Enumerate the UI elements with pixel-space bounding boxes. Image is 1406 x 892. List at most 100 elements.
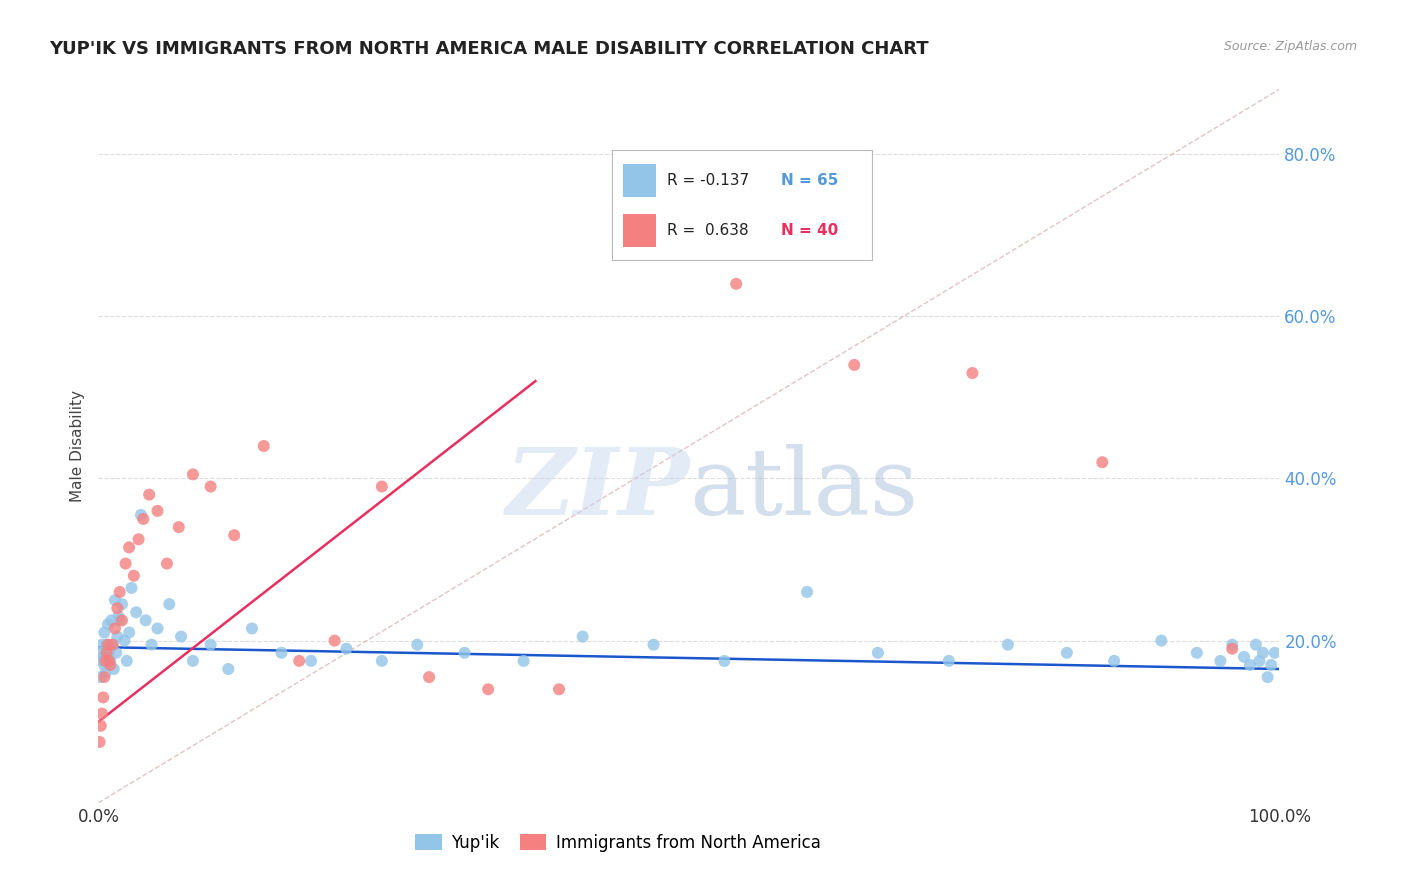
Point [512,654,534,668]
Point [96,654,118,668]
Point [181,654,204,668]
Point [98,657,121,672]
Point [167,520,190,534]
Point [1260,657,1282,672]
Point [105,601,128,615]
Point [97,638,120,652]
Point [108,585,131,599]
Point [240,622,263,636]
Point [796,585,818,599]
Point [121,581,143,595]
Point [1257,670,1279,684]
Point [997,638,1019,652]
Point [288,654,311,668]
Legend: Yup'ik, Immigrants from North America: Yup'ik, Immigrants from North America [408,828,828,859]
Point [323,633,346,648]
Point [1220,641,1243,656]
Text: Source: ZipAtlas.com: Source: ZipAtlas.com [1223,40,1357,54]
Point [1091,455,1114,469]
Point [866,646,889,660]
Point [1233,649,1256,664]
Point [111,597,134,611]
Point [1239,657,1261,672]
Point [299,654,322,668]
Point [118,541,141,555]
Point [107,609,129,624]
Point [643,638,665,652]
Point [97,617,120,632]
Point [270,646,292,660]
Point [141,638,163,652]
Point [104,593,127,607]
Point [94,666,117,681]
Point [371,479,394,493]
Point [1251,646,1274,660]
Point [157,597,180,611]
Point [571,630,593,644]
Point [1102,654,1125,668]
Point [1185,646,1208,660]
Point [118,625,141,640]
Point [90,670,112,684]
Point [93,657,115,672]
Point [1209,654,1232,668]
Point [962,366,984,380]
Point [112,633,135,648]
Text: ZIP: ZIP [505,444,689,533]
Point [135,613,157,627]
Point [103,662,125,676]
Point [91,654,114,668]
Point [200,638,222,652]
Point [170,630,193,644]
Point [938,654,960,668]
Point [114,557,136,571]
Point [91,638,114,652]
Point [630,244,652,259]
Point [253,439,276,453]
Point [156,557,179,571]
Point [217,662,239,676]
Point [98,654,121,668]
Point [96,646,118,660]
Point [224,528,246,542]
Point [115,654,138,668]
Point [105,630,128,644]
Text: atlas: atlas [689,444,918,533]
Point [335,641,357,656]
Point [93,670,115,684]
Point [1056,646,1078,660]
Point [101,638,124,652]
Point [477,682,499,697]
Text: YUP'IK VS IMMIGRANTS FROM NORTH AMERICA MALE DISABILITY CORRELATION CHART: YUP'IK VS IMMIGRANTS FROM NORTH AMERICA … [49,40,929,58]
Point [91,649,114,664]
Point [548,682,571,697]
Y-axis label: Male Disability: Male Disability [70,390,86,502]
Point [96,638,118,652]
Point [129,508,152,522]
Point [132,512,155,526]
Point [1150,633,1173,648]
Point [1264,646,1286,660]
Point [104,622,127,636]
Point [89,735,111,749]
Point [98,654,121,668]
Point [101,638,124,652]
Point [181,467,204,482]
Point [713,654,735,668]
Point [125,605,148,619]
Point [128,533,150,547]
Point [91,690,114,705]
Point [418,670,440,684]
Point [1249,654,1271,668]
Point [111,613,134,627]
Point [100,613,122,627]
Point [91,706,114,721]
Point [725,277,748,291]
Point [371,654,394,668]
Point [93,625,115,640]
Point [1220,638,1243,652]
Point [200,479,222,493]
Point [1244,638,1267,652]
Point [138,488,160,502]
Point [844,358,866,372]
